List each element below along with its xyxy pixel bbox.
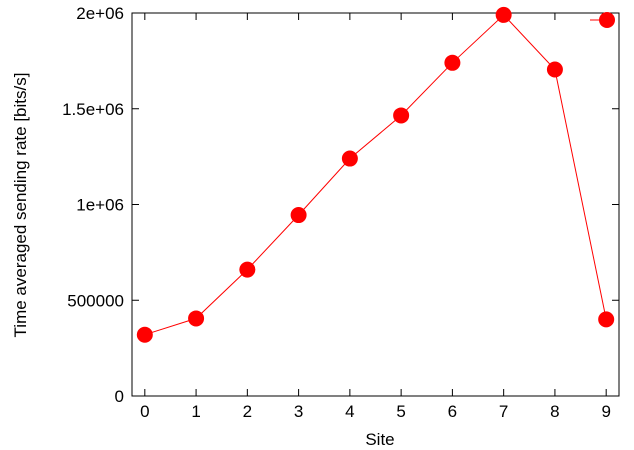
x-axis-ticks: 0 1 2 3 4 5 6 7 8 9 — [140, 13, 611, 421]
x-tick-label: 7 — [499, 402, 508, 421]
y-axis-ticks: 0 500000 1e+06 1.5e+06 2e+06 — [62, 4, 619, 406]
legend-marker — [599, 12, 615, 28]
y-tick-label: 1e+06 — [76, 196, 124, 215]
data-point — [188, 310, 205, 327]
y-tick-label: 0 — [115, 387, 124, 406]
plot-frame — [131, 12, 620, 397]
x-axis-label: Site — [365, 430, 394, 449]
data-point — [136, 326, 153, 343]
y-axis-label: Time averaged sending rate [bits/s] — [11, 73, 30, 338]
data-point — [546, 61, 563, 78]
series-line — [144, 14, 607, 336]
x-tick-label: 2 — [243, 402, 252, 421]
x-tick-label: 5 — [396, 402, 405, 421]
data-point — [239, 261, 256, 278]
data-point — [598, 311, 615, 328]
x-tick-label: 9 — [601, 402, 610, 421]
y-tick-label: 500000 — [67, 291, 124, 310]
data-point — [444, 54, 461, 71]
x-tick-label: 6 — [448, 402, 457, 421]
x-tick-label: 0 — [140, 402, 149, 421]
x-tick-label: 1 — [191, 402, 200, 421]
data-point — [495, 6, 512, 23]
x-tick-label: 8 — [550, 402, 559, 421]
x-tick-label: 3 — [294, 402, 303, 421]
y-tick-label: 2e+06 — [76, 4, 124, 23]
data-point — [341, 150, 358, 167]
y-tick-label: 1.5e+06 — [62, 100, 124, 119]
data-point — [290, 207, 307, 224]
legend — [590, 12, 615, 28]
series-layer — [136, 6, 615, 343]
x-tick-label: 4 — [345, 402, 354, 421]
data-point — [393, 107, 410, 124]
